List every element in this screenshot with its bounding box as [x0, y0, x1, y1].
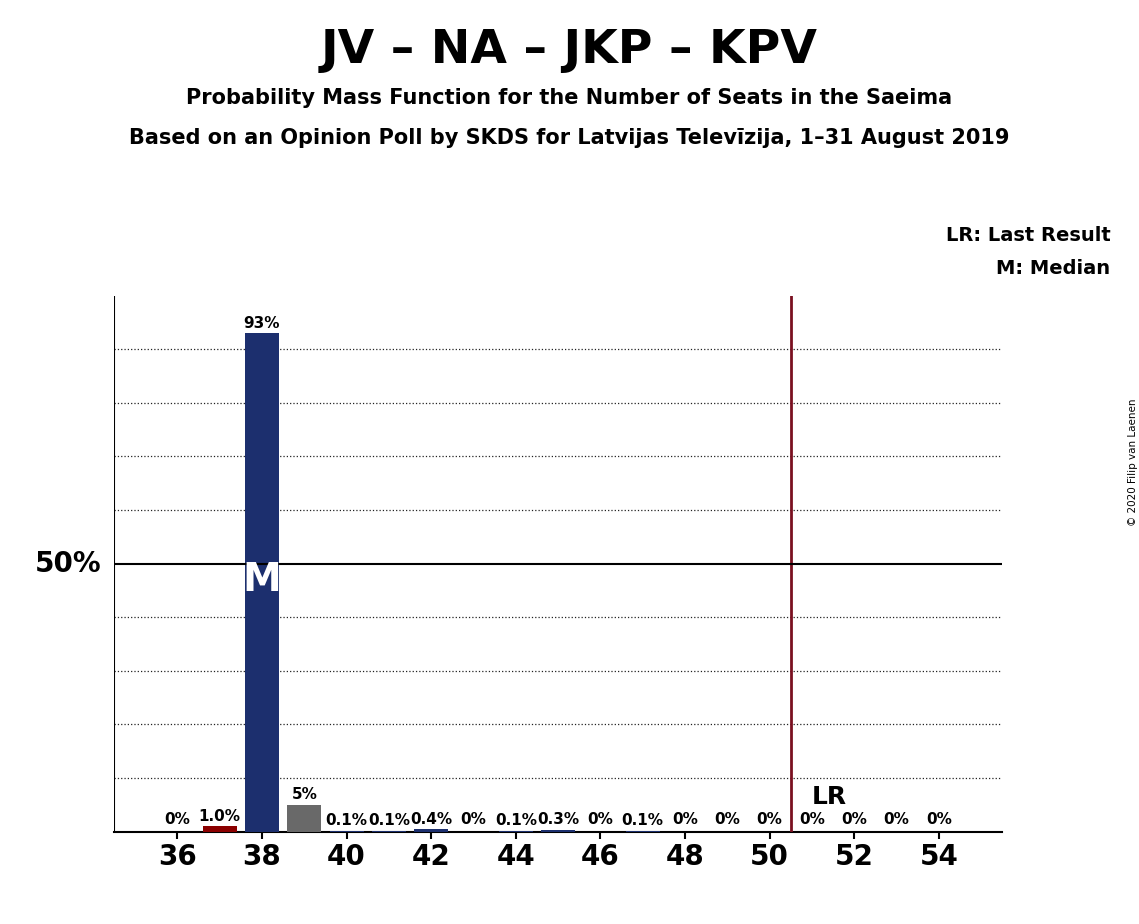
Text: 0.1%: 0.1%	[622, 813, 664, 829]
Text: 0%: 0%	[842, 812, 867, 827]
Text: 0%: 0%	[756, 812, 782, 827]
Bar	[287, 805, 321, 832]
Text: © 2020 Filip van Laenen: © 2020 Filip van Laenen	[1129, 398, 1138, 526]
Text: 0%: 0%	[588, 812, 614, 827]
Text: M: Median: M: Median	[997, 259, 1111, 278]
Text: 0.1%: 0.1%	[494, 813, 536, 829]
Text: 0.1%: 0.1%	[326, 813, 368, 829]
Text: 0%: 0%	[714, 812, 740, 827]
Text: Based on an Opinion Poll by SKDS for Latvijas Televīzija, 1–31 August 2019: Based on an Opinion Poll by SKDS for Lat…	[129, 128, 1010, 148]
Bar	[203, 826, 237, 832]
Text: JV – NA – JKP – KPV: JV – NA – JKP – KPV	[321, 28, 818, 73]
Text: 0%: 0%	[164, 812, 190, 827]
Text: 0%: 0%	[884, 812, 910, 827]
Text: 0%: 0%	[460, 812, 486, 827]
Text: 1.0%: 1.0%	[198, 808, 240, 823]
Text: 0%: 0%	[672, 812, 698, 827]
Text: M: M	[243, 561, 281, 599]
Text: Probability Mass Function for the Number of Seats in the Saeima: Probability Mass Function for the Number…	[187, 88, 952, 108]
Bar	[245, 334, 279, 832]
Text: LR: LR	[812, 784, 847, 808]
Text: 0.4%: 0.4%	[410, 812, 452, 827]
Text: 50%: 50%	[34, 550, 101, 578]
Bar	[415, 830, 448, 832]
Bar	[541, 830, 575, 832]
Text: 0%: 0%	[926, 812, 952, 827]
Text: LR: Last Result: LR: Last Result	[945, 226, 1111, 246]
Text: 0%: 0%	[798, 812, 825, 827]
Text: 0.1%: 0.1%	[368, 813, 410, 829]
Text: 93%: 93%	[244, 315, 280, 331]
Text: 5%: 5%	[292, 787, 318, 802]
Text: 0.3%: 0.3%	[538, 812, 579, 827]
